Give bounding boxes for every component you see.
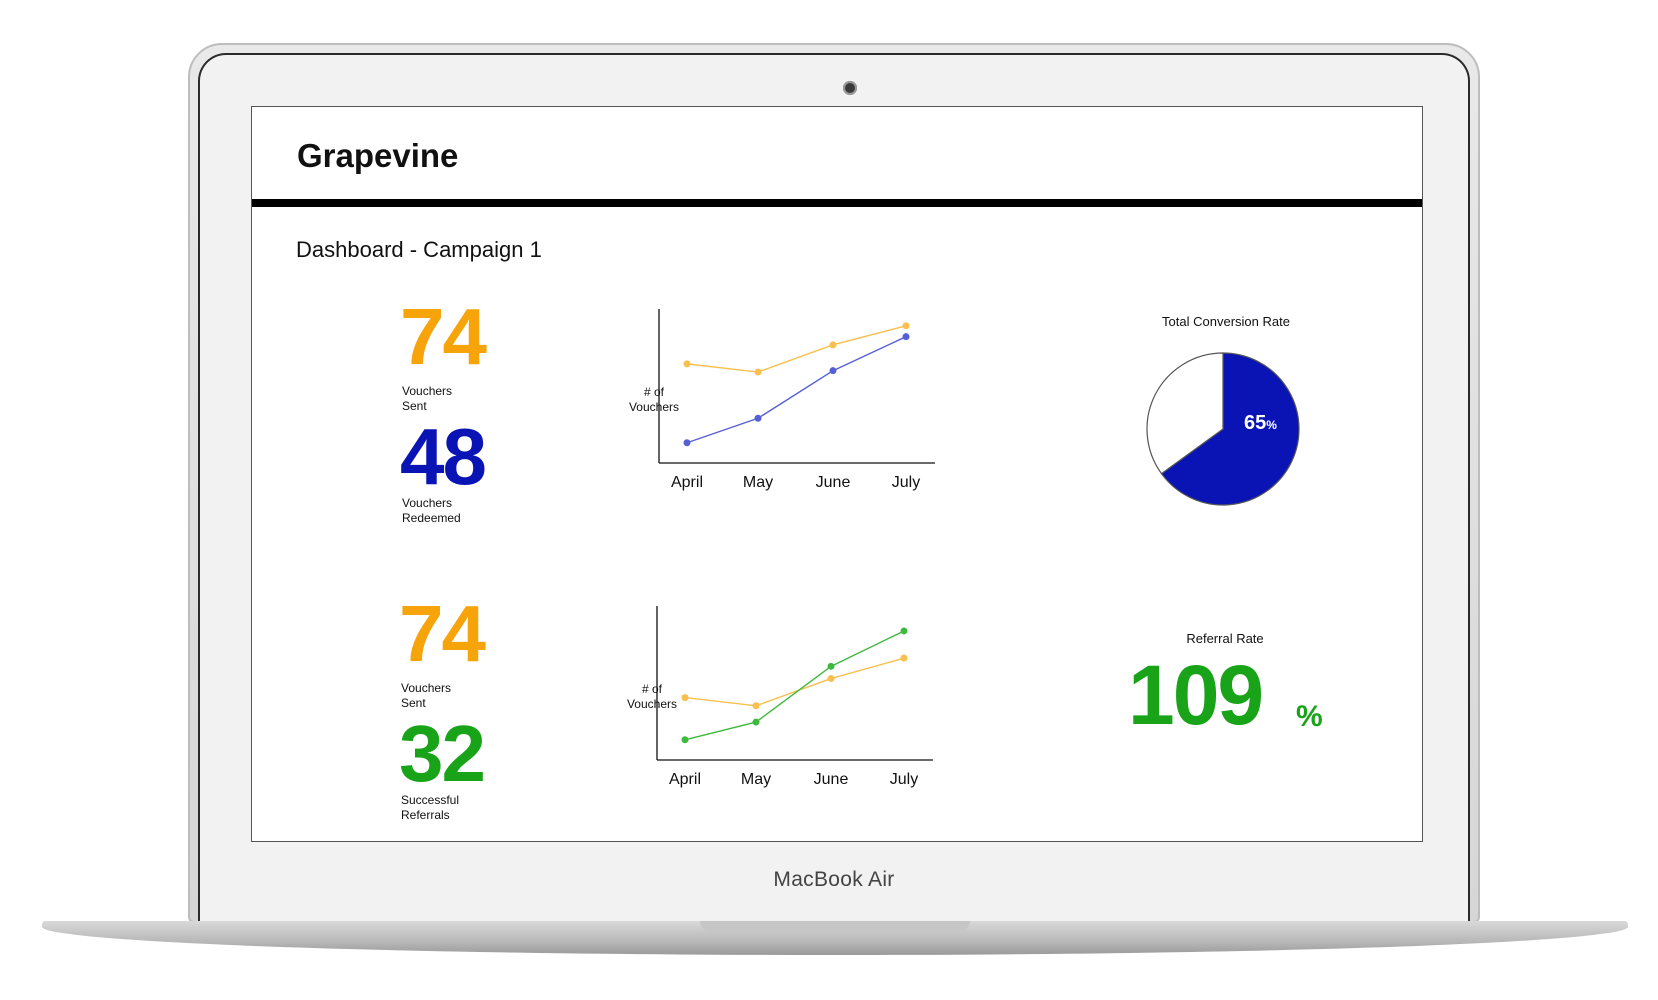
- chart2-x-tick-label: July: [890, 771, 918, 788]
- chart2-series-2-point: [900, 627, 908, 635]
- vouchers-sent-value: 74: [400, 292, 487, 381]
- chart2-series-1-point: [681, 694, 689, 702]
- device-model-label: MacBook Air: [773, 868, 895, 891]
- app-title[interactable]: Grapevine: [297, 137, 459, 174]
- vouchers-sent-label-2: Vouchers Sent: [401, 681, 452, 710]
- referral-rate-value: 109: [1128, 648, 1264, 742]
- chart1-series-2-line: [686, 336, 907, 444]
- vouchers-sent-label: Vouchers Sent: [402, 384, 453, 413]
- chart1-series-2-point: [902, 333, 910, 341]
- total-conversion-rate-title: Total Conversion Rate: [1162, 314, 1290, 329]
- pie-slice-1: [1160, 352, 1300, 506]
- vouchers-redeemed-value: 48: [400, 412, 487, 501]
- chart2-series-1-point: [900, 654, 908, 662]
- vouchers-sent-value-2: 74: [399, 589, 486, 678]
- conversion-pie-chart: [1146, 352, 1300, 506]
- camera-icon: [843, 81, 857, 95]
- chart2-x-tick-label: April: [669, 771, 701, 788]
- chart2-series-2-line: [684, 630, 905, 741]
- chart1-series-1-point: [754, 368, 762, 376]
- page-title: Dashboard - Campaign 1: [296, 237, 542, 262]
- chart1-series-1-point: [829, 341, 837, 349]
- chart2-series-2-point: [681, 736, 689, 744]
- header-divider: [252, 199, 1422, 207]
- vouchers-line-chart: April May June July: [658, 309, 935, 491]
- successful-referrals-value: 32: [399, 709, 486, 798]
- chart1-series-2-point: [754, 414, 762, 422]
- chart1-series-1-point: [683, 360, 691, 368]
- chart1-series-2-point: [683, 439, 691, 447]
- chart2-series-2-point: [827, 662, 835, 670]
- referrals-line-chart: April May June July: [656, 606, 933, 788]
- laptop-base: [42, 921, 1628, 955]
- laptop-hinge-notch: [700, 921, 970, 931]
- successful-referrals-label: Successful Referrals: [401, 793, 460, 822]
- chart1-x-tick-label: June: [816, 474, 851, 491]
- pie-slice-2: [1146, 352, 1224, 475]
- referral-rate-title: Referral Rate: [1186, 631, 1264, 646]
- chart2-series-1-point: [752, 702, 760, 710]
- chart2-series-2-point: [752, 718, 760, 726]
- chart1-x-tick-label: April: [671, 474, 703, 491]
- chart1-x-tick-label: May: [743, 474, 773, 491]
- chart1-series-2-point: [829, 367, 837, 375]
- chart2-x-tick-label: May: [741, 771, 771, 788]
- app-screen: Grapevine Dashboard - Campaign 1 74 Vouc…: [251, 106, 1423, 842]
- chart2-series-1-point: [827, 675, 835, 683]
- chart1-series-1-point: [902, 322, 910, 330]
- vouchers-redeemed-label: Vouchers Redeemed: [402, 496, 461, 525]
- chart1-x-tick-label: July: [892, 474, 920, 491]
- chart2-x-tick-label: June: [814, 771, 849, 788]
- referral-rate-unit: %: [1296, 700, 1323, 733]
- chart1-series-1-line: [686, 325, 907, 373]
- chart2-series-1-line: [684, 657, 905, 707]
- conversion-pie-percent: 65%: [1244, 412, 1277, 434]
